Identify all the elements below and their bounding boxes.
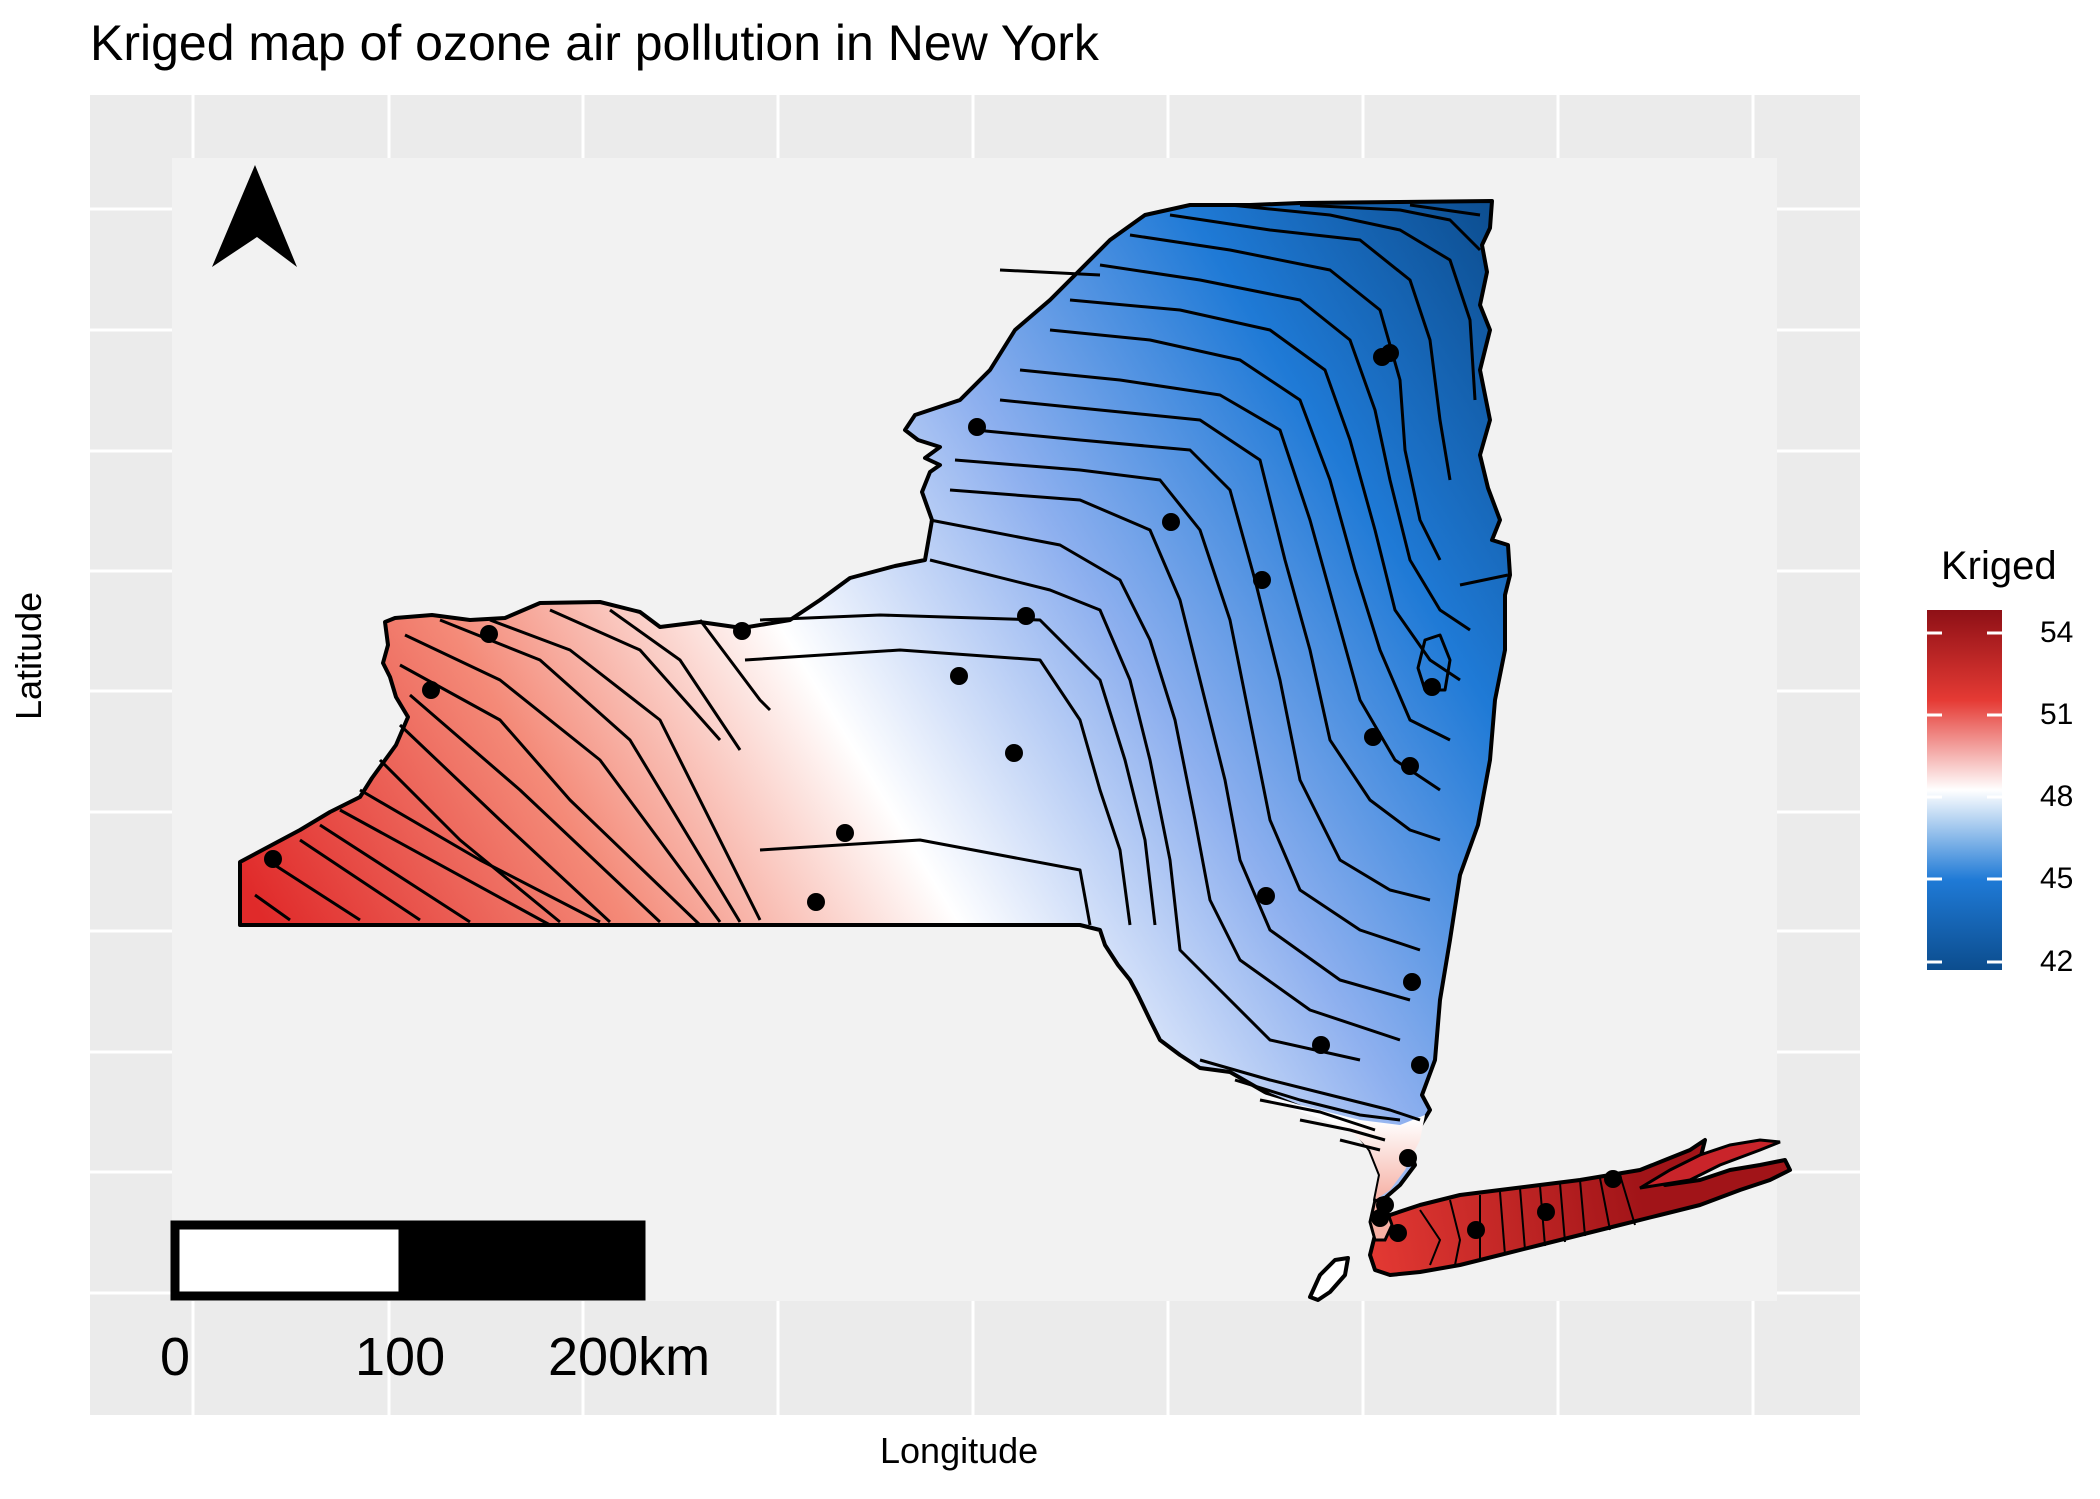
station-point — [1257, 887, 1275, 905]
legend-tick-label: 48 — [2040, 780, 2074, 813]
legend-tick-label: 45 — [2040, 862, 2074, 895]
legend-tick-label: 51 — [2040, 698, 2074, 731]
station-point — [1399, 1149, 1417, 1167]
x-axis-label: Longitude — [880, 1430, 1039, 1471]
north-arrow-icon — [212, 165, 297, 267]
station-point — [836, 824, 854, 842]
station-point — [1411, 1056, 1429, 1074]
staten-island-shape — [1308, 1256, 1350, 1302]
station-point — [1162, 513, 1180, 531]
station-point — [950, 667, 968, 685]
station-point — [1253, 571, 1271, 589]
scale-label-100: 100 — [355, 1327, 445, 1387]
station-point — [1401, 757, 1419, 775]
station-point — [968, 418, 986, 436]
station-point — [1389, 1224, 1407, 1242]
scale-label-0: 0 — [160, 1327, 190, 1387]
legend-colorbar-ticks — [1927, 631, 2002, 964]
station-point — [1423, 678, 1441, 696]
legend-colorbar — [1927, 610, 2002, 970]
station-point — [1364, 728, 1382, 746]
legend-title: Kriged — [1941, 544, 2057, 588]
station-point — [1381, 344, 1399, 362]
legend-tick-label: 54 — [2040, 616, 2074, 649]
station-point — [264, 850, 282, 868]
new-york-south-region — [1250, 1090, 1425, 1200]
contour-lines — [254, 203, 1509, 1152]
station-point — [480, 625, 498, 643]
station-point — [1371, 1209, 1389, 1227]
long-island-east-fork — [1639, 1138, 1781, 1190]
long-island-shape — [1368, 1138, 1792, 1277]
chart-title: Kriged map of ozone air pollution in New… — [90, 15, 1099, 71]
station-point — [422, 681, 440, 699]
scale-label-200km: 200km — [548, 1327, 710, 1387]
scale-bar: 0 100 200km — [160, 1220, 710, 1387]
legend-tick-label: 42 — [2040, 945, 2074, 978]
station-point — [733, 622, 751, 640]
station-point — [1403, 973, 1421, 991]
station-point — [1005, 744, 1023, 762]
station-point — [1604, 1170, 1622, 1188]
station-point — [1537, 1203, 1555, 1221]
monitoring-stations — [264, 344, 1622, 1242]
station-point — [1017, 607, 1035, 625]
station-point — [1312, 1036, 1330, 1054]
station-point — [807, 893, 825, 911]
station-point — [1467, 1221, 1485, 1239]
